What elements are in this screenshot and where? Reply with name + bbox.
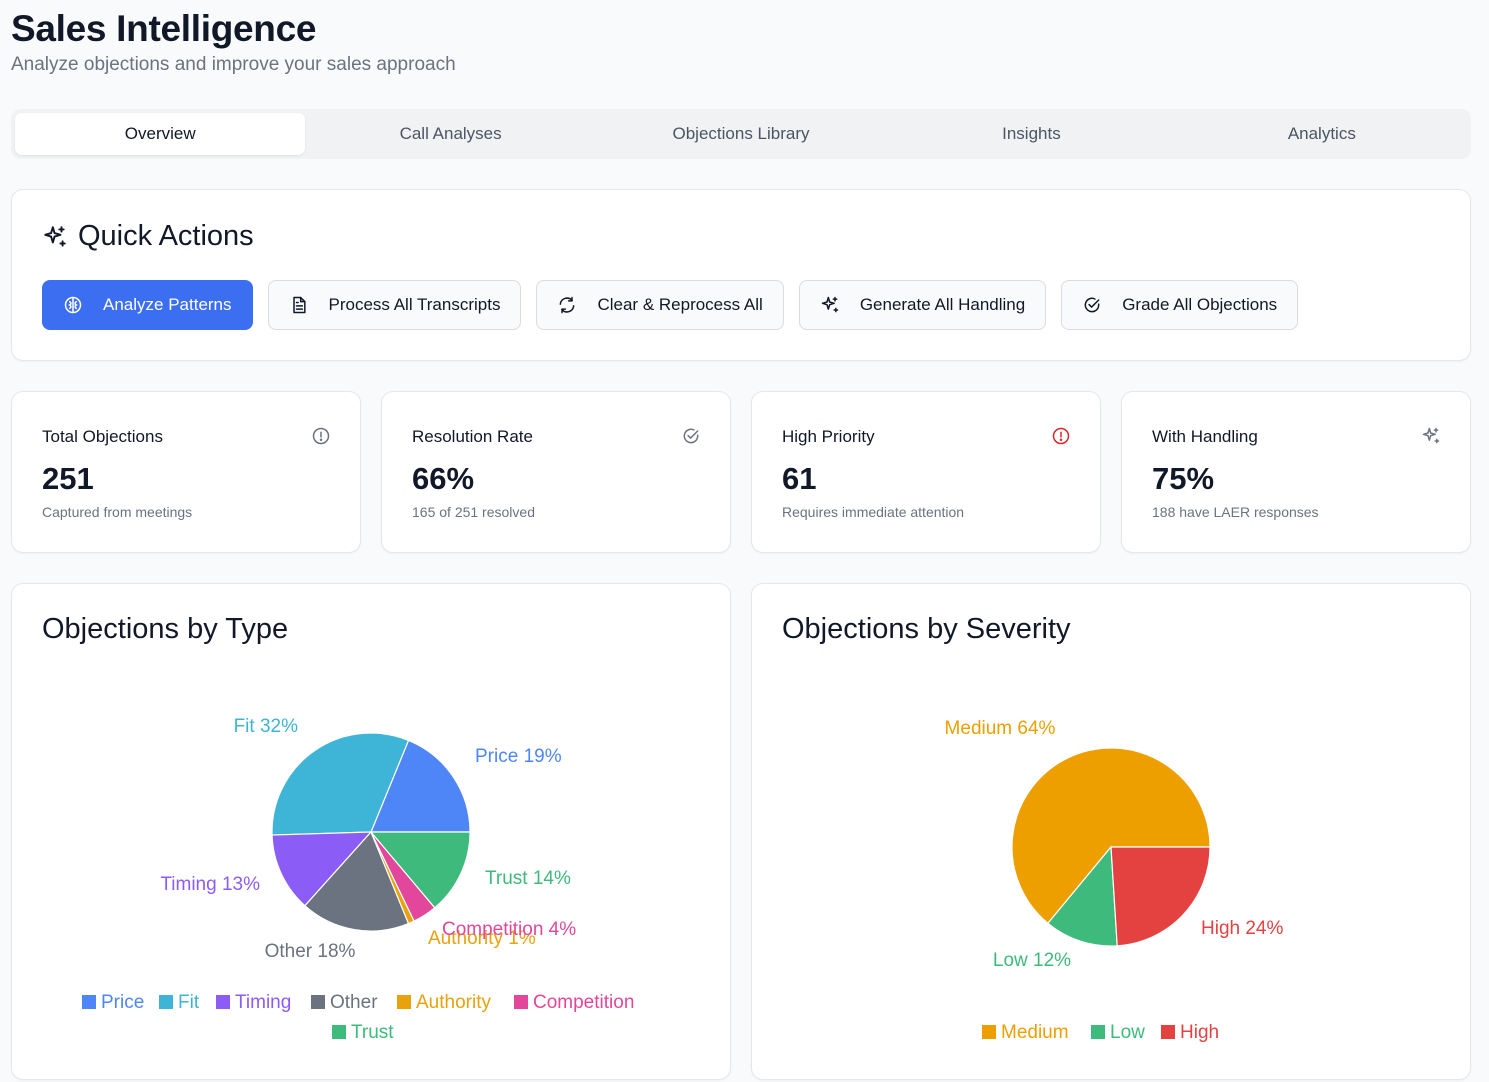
pie-slice-medium[interactable] — [1011, 747, 1211, 925]
legend-item-fit[interactable]: Fit — [178, 992, 200, 1013]
stat-value: 75% — [1152, 461, 1215, 496]
tab-bar: Overview Call Analyses Objections Librar… — [11, 109, 1471, 159]
stat-card-resolution-rate: Resolution Rate 66% 165 of 251 resolved — [381, 391, 731, 553]
grade-all-objections-button[interactable]: Grade All Objections — [1061, 280, 1299, 330]
legend-item-competition[interactable]: Competition — [533, 992, 634, 1013]
legend-item-trust[interactable]: Trust — [351, 1022, 394, 1043]
tab-analytics[interactable]: Analytics — [1287, 124, 1356, 143]
analyze-patterns-button[interactable]: Analyze Patterns — [42, 280, 253, 330]
stat-label: With Handling — [1152, 427, 1258, 446]
refresh-icon — [560, 296, 575, 314]
clear-reprocess-all-label: Clear & Reprocess All — [597, 295, 763, 314]
legend-swatch-trust — [332, 1025, 346, 1039]
slice-label-competition: Competition 4% — [442, 919, 576, 940]
pie-slice-price[interactable] — [370, 739, 471, 833]
stat-label: Resolution Rate — [412, 427, 533, 446]
slice-label-medium: Medium 64% — [945, 718, 1056, 739]
stat-subtext: 188 have LAER responses — [1152, 504, 1319, 520]
slice-label-fit: Fit 32% — [234, 716, 299, 737]
legend-item-low[interactable]: Low — [1110, 1022, 1145, 1043]
check-circle-icon — [683, 428, 699, 444]
legend-item-other[interactable]: Other — [330, 992, 378, 1013]
pie-slice-low[interactable] — [1047, 845, 1118, 947]
legend-swatch-competition — [514, 995, 528, 1009]
quick-actions-title: Quick Actions — [78, 220, 254, 252]
tab-insights[interactable]: Insights — [1002, 124, 1061, 143]
stat-card-high-priority: High Priority 61 Requires immediate atte… — [751, 391, 1101, 553]
pie-slice-timing[interactable] — [271, 831, 373, 907]
grade-all-objections-label: Grade All Objections — [1122, 295, 1278, 314]
stat-subtext: 165 of 251 resolved — [412, 504, 535, 520]
legend-swatch-high — [1161, 1025, 1175, 1039]
objections-by-type-card: Objections by Type Price 19% Fit 32% Timin… — [11, 583, 731, 1080]
file-text-icon — [292, 296, 306, 314]
legend-swatch-authority — [397, 995, 411, 1009]
legend-swatch-timing — [216, 995, 230, 1009]
alert-circle-icon — [1052, 427, 1070, 445]
legend-swatch-low — [1091, 1025, 1105, 1039]
legend-swatch-medium — [982, 1025, 996, 1039]
clear-reprocess-all-button[interactable]: Clear & Reprocess All — [536, 280, 784, 330]
stat-label: Total Objections — [42, 427, 163, 446]
legend-item-timing[interactable]: Timing — [235, 992, 291, 1013]
stat-subtext: Requires immediate attention — [782, 504, 965, 520]
chart-title: Objections by Severity — [782, 613, 1071, 645]
legend-swatch-other — [311, 995, 325, 1009]
sparkles-icon — [44, 225, 66, 247]
slice-label-price: Price 19% — [475, 746, 562, 767]
stat-value: 66% — [412, 461, 475, 496]
sparkles-icon — [1422, 427, 1440, 444]
objections-by-type-chart: Price 19% Fit 32% Timing 13% Other 18% Autho… — [82, 716, 634, 1043]
slice-label-high: High 24% — [1201, 918, 1283, 939]
pie-slice-trust[interactable] — [369, 831, 471, 909]
page-title: Sales Intelligence — [11, 8, 317, 49]
generate-all-handling-button[interactable]: Generate All Handling — [798, 280, 1047, 330]
process-all-transcripts-label: Process All Transcripts — [328, 295, 501, 314]
stat-subtext: Captured from meetings — [42, 504, 193, 520]
generate-all-handling-label: Generate All Handling — [859, 295, 1026, 314]
slice-label-low: Low 12% — [993, 950, 1071, 971]
brain-icon — [64, 296, 82, 314]
legend-swatch-fit — [159, 995, 173, 1009]
legend-item-high[interactable]: High — [1180, 1022, 1219, 1043]
check-circle-icon — [1084, 297, 1100, 313]
quick-actions-heading: Quick Actions — [42, 220, 254, 253]
stat-value: 251 — [42, 461, 94, 496]
quick-actions-card: Quick Actions Analyze Patterns Process A… — [11, 189, 1471, 361]
legend-swatch-price — [82, 995, 96, 1009]
tab-call-analyses[interactable]: Call Analyses — [399, 124, 502, 143]
pie-slice-high[interactable] — [1110, 846, 1211, 947]
slice-label-other: Other 18% — [265, 941, 356, 962]
stat-label: High Priority — [782, 427, 875, 446]
pie-slice-other[interactable] — [304, 830, 410, 932]
slice-label-timing: Timing 13% — [160, 874, 260, 895]
legend-item-medium[interactable]: Medium — [1001, 1022, 1069, 1043]
process-all-transcripts-button[interactable]: Process All Transcripts — [267, 280, 522, 330]
analyze-patterns-label: Analyze Patterns — [103, 295, 232, 314]
objections-by-severity-chart: Medium 64% Low 12% High 24% Medium Low High — [945, 718, 1284, 1043]
alert-circle-icon — [312, 427, 330, 445]
quick-actions-toolbar: Analyze Patterns Process All Transcripts… — [42, 280, 1299, 330]
pie-slice-fit[interactable] — [271, 732, 410, 836]
tab-objections-library[interactable]: Objections Library — [672, 124, 810, 143]
legend-item-price[interactable]: Price — [101, 992, 144, 1013]
page-subtitle: Analyze objections and improve your sale… — [11, 54, 456, 75]
legend-item-authority[interactable]: Authority — [416, 992, 491, 1013]
stat-value: 61 — [782, 461, 817, 496]
slice-label-authority: Authority 1% — [428, 928, 536, 949]
tab-overview[interactable]: Overview — [15, 113, 306, 155]
slice-label-trust: Trust 14% — [485, 868, 571, 889]
chart-title: Objections by Type — [42, 613, 289, 645]
sparkles-icon — [821, 296, 839, 313]
stat-card-total-objections: Total Objections 251 Captured from meeti… — [11, 391, 361, 553]
objections-by-severity-card: Objections by Severity Medium 64% Low 12%… — [751, 583, 1471, 1080]
stat-card-with-handling: With Handling 75% 188 have LAER response… — [1121, 391, 1471, 553]
